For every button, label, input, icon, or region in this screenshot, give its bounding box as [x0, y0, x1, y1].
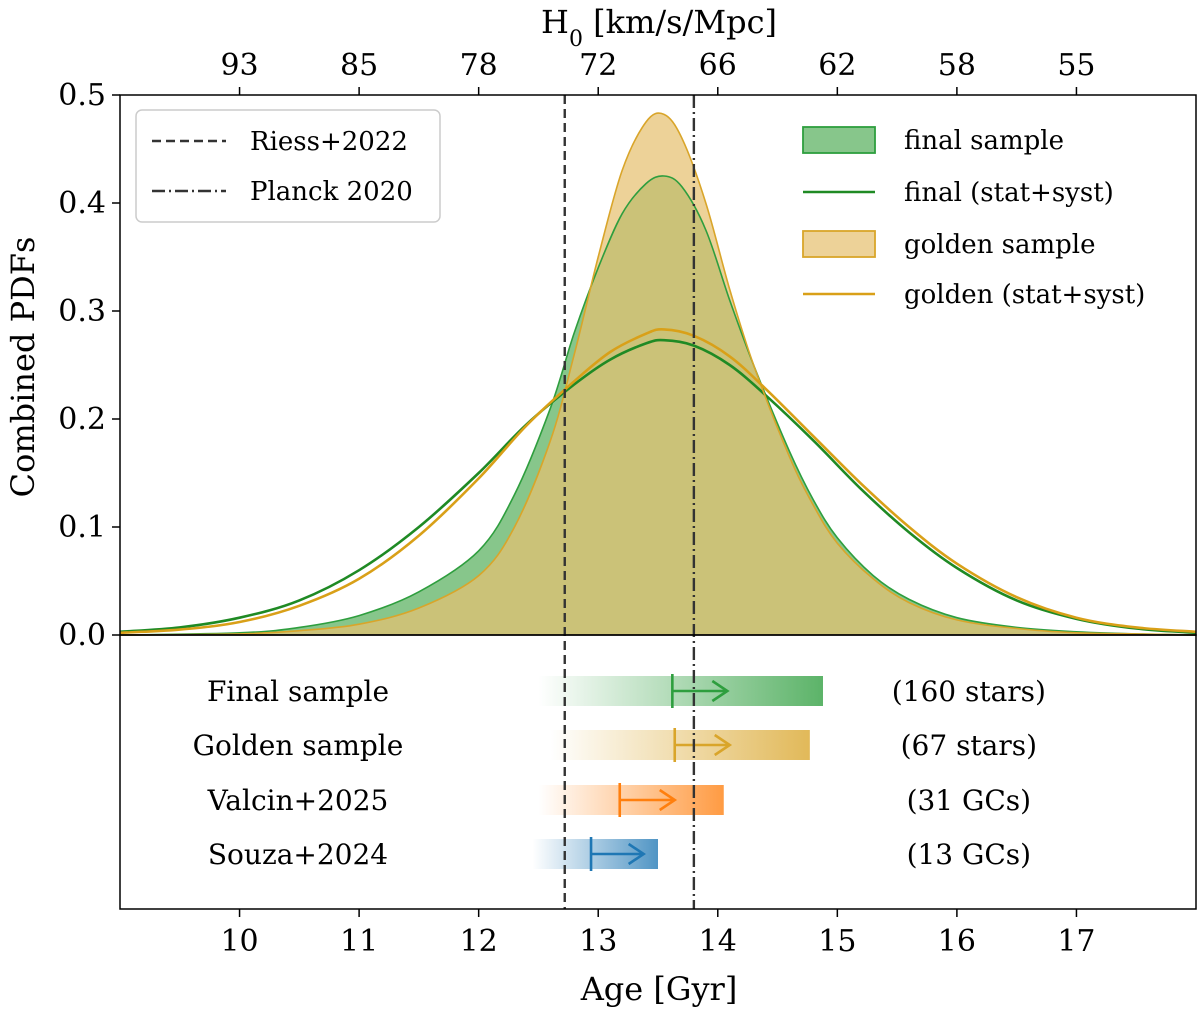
y-axis-label: Combined PDFs: [4, 237, 42, 498]
row-label-valcin-2025: Valcin+2025: [207, 784, 389, 817]
x-tick-label: 11: [340, 924, 378, 959]
y-tick-label: 0.1: [58, 510, 106, 545]
row-count-valcin-2025: (31 GCs): [907, 784, 1032, 817]
y-tick-label: 0.3: [58, 294, 106, 329]
arrow-head-golden-sample: [714, 733, 733, 757]
outline-final-sample: [119, 175, 1197, 636]
x-tick-label: 17: [1057, 924, 1095, 959]
x-tick-label: 13: [579, 924, 617, 959]
outline-golden-sample: [119, 112, 1197, 636]
legend-handle-golden-sample: [802, 230, 876, 258]
top-tick-label: 85: [340, 48, 378, 83]
x-tick-label: 15: [818, 924, 856, 959]
row-count-souza-2024: (13 GCs): [907, 838, 1032, 871]
top-tick-label: 55: [1057, 48, 1095, 83]
legend-label-final-sample: final sample: [904, 126, 1064, 156]
area-golden-sample: [120, 113, 1196, 635]
pdf-areas: [120, 113, 1196, 636]
top-tick-label: 58: [938, 48, 976, 83]
pdf-lines: [119, 112, 1197, 636]
legend-box: [135, 109, 441, 223]
row-label-golden-sample: Golden sample: [193, 729, 404, 762]
legend-handle-final-sample: [802, 126, 876, 154]
arrow-head-valcin-2025: [659, 788, 678, 812]
legend-label-final-stat-syst: final (stat+syst): [904, 178, 1114, 208]
line-golden-stat-syst: [119, 328, 1197, 635]
arrow-head-souza-2024: [627, 842, 646, 866]
top-tick-label: 62: [818, 48, 856, 83]
line-final-stat-syst: [119, 338, 1197, 635]
lower-plot-frame: [119, 634, 1197, 910]
legend-label-riess-2022: Riess+2022: [250, 127, 408, 157]
legend-label-golden-sample: golden sample: [904, 230, 1096, 260]
legend-label-planck-2020: Planck 2020: [250, 177, 413, 207]
top-axis-label: H0 [km/s/Mpc]: [541, 3, 777, 52]
x-tick-label: 16: [938, 924, 976, 959]
row-label-final-sample: Final sample: [207, 675, 389, 708]
legend-samples: final sample final (stat+syst) golden samp…: [802, 126, 1145, 310]
y-tick-label: 0.2: [58, 402, 106, 437]
top-tick-label: 93: [220, 48, 258, 83]
x-tick-label: 14: [699, 924, 737, 959]
arrow-head-final-sample: [711, 679, 730, 703]
y-tick-label: 0.0: [58, 618, 106, 653]
y-tick-label: 0.4: [58, 186, 106, 221]
reference-lines: [563, 95, 696, 909]
legend-reference-lines: Riess+2022 Planck 2020: [135, 109, 441, 223]
top-tick-label: 72: [579, 48, 617, 83]
top-tick-label: 66: [699, 48, 737, 83]
x-tick-label: 12: [460, 924, 498, 959]
row-count-golden-sample: (67 stars): [901, 729, 1037, 762]
axis-ticks: 10 11 12 13 14 15 16 17 93 85 78 72 66 62 58 55 0.0 0.1 0.…: [58, 48, 1095, 959]
legend-label-golden-stat-syst: golden (stat+syst): [904, 280, 1145, 310]
x-axis-label: Age [Gyr]: [580, 970, 738, 1008]
row-count-final-sample: (160 stars): [892, 675, 1046, 708]
age-lower-limits: Final sample (160 stars) Golden sample (67 …: [193, 674, 1046, 871]
x-tick-label: 10: [220, 924, 258, 959]
row-label-souza-2024: Souza+2024: [208, 838, 388, 871]
top-tick-label: 78: [460, 48, 498, 83]
y-tick-label: 0.5: [58, 78, 106, 113]
